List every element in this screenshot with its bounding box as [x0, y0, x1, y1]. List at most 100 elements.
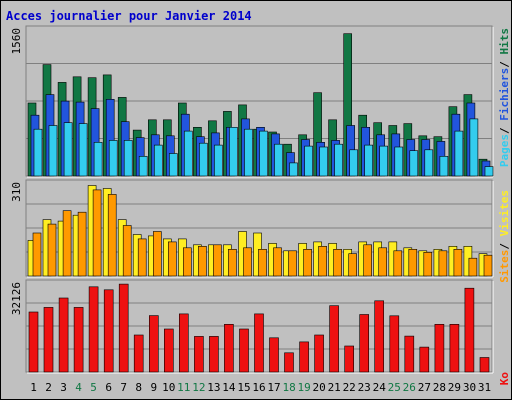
pages-bar [454, 130, 464, 177]
x-tick-label: 1 [30, 381, 37, 394]
pages-bar [439, 156, 449, 177]
x-tick-label: 30 [463, 381, 476, 394]
x-tick-label: 29 [448, 381, 461, 394]
pages-bar [138, 156, 148, 177]
sites-bar [483, 254, 493, 277]
ko-bar [419, 346, 430, 373]
panel-1: 1560 [10, 25, 494, 178]
sites-bar [198, 246, 207, 277]
chart-title: Acces journalier pour Janvier 2014 [6, 9, 252, 23]
pages-bar [484, 166, 494, 177]
sites-bar [273, 247, 282, 277]
ko-bar [58, 297, 69, 373]
ko-bar [254, 313, 264, 373]
sites-bar [453, 249, 463, 277]
sites-bar [318, 246, 327, 277]
x-tick-label: 27 [418, 381, 431, 394]
ko-bar [28, 311, 39, 373]
y-max-label: 1560 [10, 28, 23, 55]
x-tick-label: 18 [282, 381, 295, 394]
x-tick-label: 28 [433, 381, 446, 394]
pages-bar [214, 144, 223, 177]
legend-sites-visites: Sites/ Visites [498, 190, 511, 283]
y-max-label: 310 [10, 182, 23, 202]
pages-bar [469, 118, 479, 177]
sites-bar [137, 238, 147, 277]
pages-bar [199, 142, 208, 177]
ko-bar [404, 335, 415, 373]
x-tick-label: 20 [312, 381, 325, 394]
sites-bar [243, 247, 252, 277]
sites-bar [153, 231, 162, 277]
ko-bar [374, 300, 385, 373]
sites-bar [348, 253, 358, 277]
pages-bar [154, 144, 163, 177]
ko-bar [269, 337, 279, 373]
x-tick-label: 4 [75, 381, 82, 394]
pages-bar [123, 140, 133, 177]
x-tick-label: 21 [328, 381, 341, 394]
pages-bar [108, 140, 118, 177]
x-tick-label: 15 [237, 381, 250, 394]
pages-bar [229, 127, 238, 177]
pages-bar [364, 144, 374, 177]
pages-bar [259, 130, 268, 177]
x-tick-label: 2 [45, 381, 52, 394]
ko-bar [209, 336, 219, 373]
x-tick-label: 22 [343, 381, 356, 394]
panel-2: 310 [10, 179, 494, 278]
sites-bar [228, 249, 237, 277]
ko-bar [314, 334, 324, 373]
sites-bar [213, 244, 222, 277]
ko-bar [179, 313, 189, 373]
ko-bar [479, 357, 490, 373]
sites-bar [363, 244, 373, 277]
sites-bar [423, 252, 433, 277]
sites-bar [288, 250, 297, 277]
pages-bar [274, 143, 283, 177]
ko-bar [149, 315, 159, 373]
pages-bar [169, 153, 178, 177]
x-tick-label: 31 [478, 381, 491, 394]
pages-bar [93, 142, 103, 177]
x-tick-label: 26 [403, 381, 416, 394]
x-tick-label: 16 [252, 381, 265, 394]
sites-bar [32, 232, 42, 277]
x-tick-label: 25 [388, 381, 401, 394]
x-tick-label: 13 [207, 381, 220, 394]
x-tick-label: 23 [358, 381, 371, 394]
x-tick-label: 7 [120, 381, 127, 394]
sites-bar [303, 249, 312, 277]
legend-pages-fichiers-hits: Pages/ Fichiers/ Hits [498, 28, 511, 167]
ko-bar [194, 336, 204, 373]
ko-bar [284, 352, 294, 373]
sites-bar [47, 223, 57, 277]
pages-bar [289, 162, 298, 177]
x-tick-label: 10 [162, 381, 175, 394]
ko-bar [389, 315, 400, 373]
ko-bar [224, 323, 234, 373]
sites-bar [468, 257, 478, 277]
sites-bar [92, 189, 102, 277]
ko-bar [103, 289, 114, 373]
pages-bar [394, 146, 404, 177]
ko-bar [434, 323, 445, 373]
ko-bar [299, 341, 309, 373]
x-tick-label: 12 [192, 381, 205, 394]
pages-bar [424, 149, 434, 177]
pages-bar [184, 130, 193, 177]
sites-bar [393, 250, 403, 277]
ko-bar [43, 307, 54, 373]
pages-bar [78, 123, 88, 177]
sites-bar [258, 249, 267, 277]
ko-bar [464, 287, 475, 373]
x-tick-label: 5 [90, 381, 97, 394]
sites-bar [62, 210, 72, 277]
ko-bar [329, 305, 339, 373]
ko-bar [239, 328, 249, 373]
x-tick-label: 19 [297, 381, 310, 394]
ko-bar [344, 345, 355, 373]
ko-bar [133, 334, 144, 373]
sites-bar [107, 194, 117, 277]
ko-bar [359, 314, 370, 373]
